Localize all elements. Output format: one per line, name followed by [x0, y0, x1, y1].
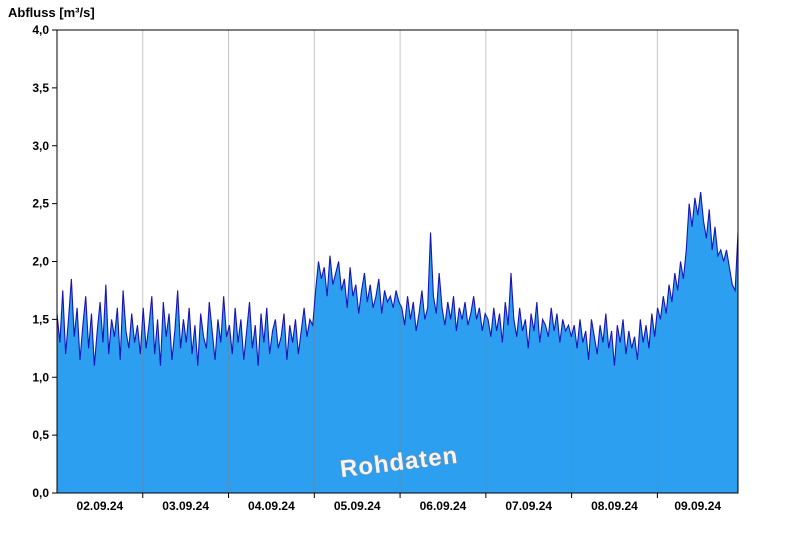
x-tick-label: 07.09.24: [505, 499, 552, 513]
y-tick-label: 0,5: [32, 428, 49, 442]
y-axis: 0,0 0,5 1,0 1,5 2,0 2,5 3,0 3,5 4,0: [32, 23, 57, 500]
x-tick-label: 03.09.24: [162, 499, 209, 513]
discharge-line: [56, 191, 739, 366]
x-tick-label: 08.09.24: [591, 499, 638, 513]
y-tick-label: 2,5: [32, 197, 49, 211]
x-tick-label: 04.09.24: [248, 499, 295, 513]
y-tick-label: 3,5: [32, 81, 49, 95]
x-tick-label: 06.09.24: [420, 499, 467, 513]
x-axis: 02.09.24 03.09.24 04.09.24 05.09.24 06.09.24…: [77, 493, 721, 513]
y-tick-label: 4,0: [32, 23, 49, 37]
x-tick-label: 02.09.24: [77, 499, 124, 513]
y-tick-label: 3,0: [32, 139, 49, 153]
y-tick-label: 0,0: [32, 486, 49, 500]
x-tick-label: 05.09.24: [334, 499, 381, 513]
x-tick-label: 09.09.24: [674, 499, 721, 513]
discharge-area-fill: [57, 192, 738, 494]
y-tick-label: 1,0: [32, 370, 49, 384]
y-tick-label: 2,0: [32, 255, 49, 269]
day-gridlines: [142, 30, 658, 493]
y-tick-label: 1,5: [32, 312, 49, 326]
y-axis-title: Abfluss [m³/s]: [8, 5, 95, 20]
